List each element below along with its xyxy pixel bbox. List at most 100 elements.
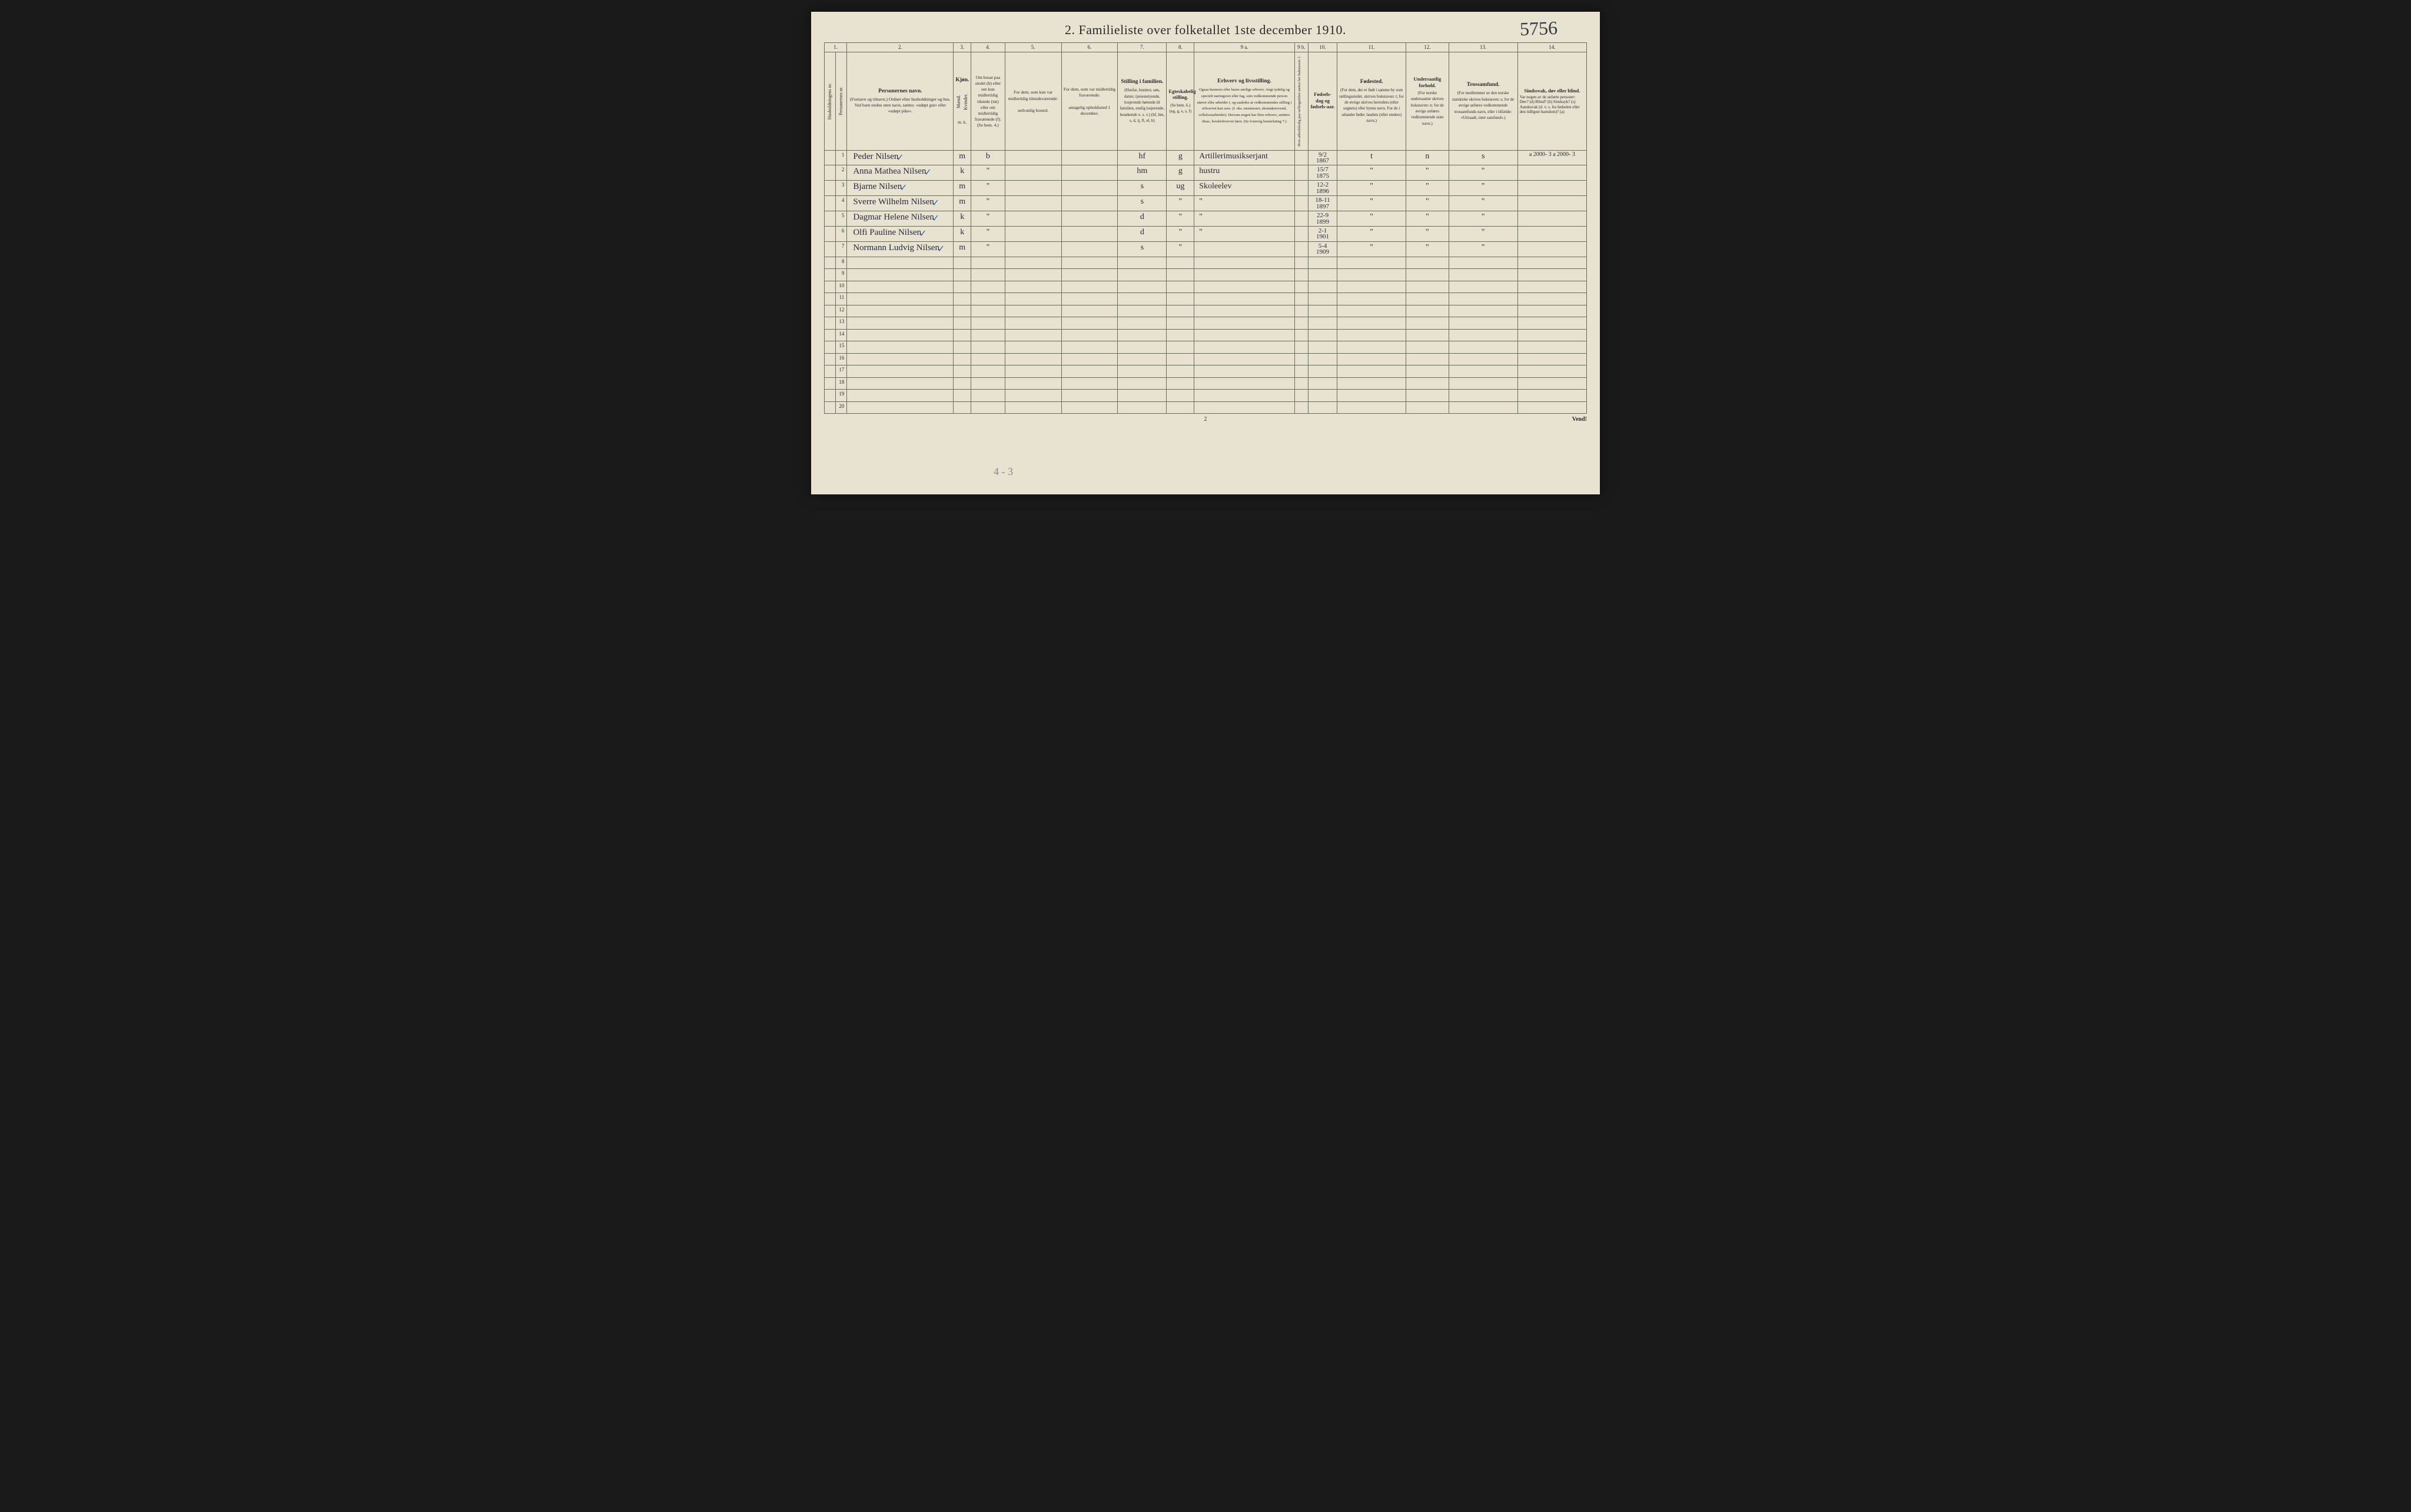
residence-cell [971,353,1005,365]
marital-cell: " [1167,196,1194,211]
sex-cell [954,341,971,354]
unemployed-cell [1294,269,1308,281]
colnum-13: 13. [1449,43,1517,52]
unemployed-cell [1294,196,1308,211]
person-nr-cell: 6 [836,226,847,241]
temp-absent-cell [1061,269,1118,281]
birthplace-cell [1337,401,1406,414]
residence-cell [971,341,1005,354]
birthdate-cell [1309,377,1337,390]
temp-present-cell [1005,150,1061,165]
unemployed-cell [1294,305,1308,317]
marital-cell [1167,317,1194,330]
temp-absent-cell [1061,353,1118,365]
handwritten-top-right: 5756 [1519,17,1557,40]
person-nr-cell: 10 [836,281,847,293]
name-cell: Normann Ludvig Nilsen✓ [847,241,954,257]
birthplace-cell [1337,257,1406,269]
temp-present-cell [1005,281,1061,293]
family-position-cell [1118,257,1167,269]
marital-cell: " [1167,241,1194,257]
unemployed-cell [1294,329,1308,341]
family-position-cell [1118,365,1167,378]
family-position-cell: hm [1118,165,1167,181]
birthdate-cell [1309,281,1337,293]
occupation-cell: " [1194,211,1294,227]
temp-absent-cell [1061,401,1118,414]
religion-cell: " [1449,211,1517,227]
name-cell [847,281,954,293]
occupation-cell [1194,293,1294,305]
sex-cell [954,329,971,341]
religion-cell [1449,257,1517,269]
checkmark-icon: ✓ [899,182,907,194]
footer-vend: Vend! [1572,416,1587,423]
temp-present-cell [1005,305,1061,317]
occupation-cell [1194,353,1294,365]
sex-cell [954,257,971,269]
unemployed-cell [1294,181,1308,196]
checkmark-icon: ✓ [937,243,945,255]
data-body: 1 Peder Nilsen✓ m b hf g Artillerimusiks… [825,150,1587,257]
birthplace-cell: " [1337,241,1406,257]
religion-cell [1449,377,1517,390]
religion-cell [1449,305,1517,317]
hdr-disability: Sindssvak, døv eller blind. Var nogen av… [1517,52,1586,150]
name-cell [847,305,954,317]
colnum-14: 14. [1517,43,1586,52]
name-cell: Dagmar Helene Nilsen✓ [847,211,954,227]
sex-cell: m [954,181,971,196]
family-position-cell: s [1118,196,1167,211]
household-nr-cell [825,341,836,354]
birthplace-cell [1337,353,1406,365]
temp-present-cell [1005,353,1061,365]
temp-present-cell [1005,257,1061,269]
page-title: 2. Familieliste over folketallet 1ste de… [1065,22,1346,38]
person-nr-cell: 17 [836,365,847,378]
citizenship-cell: " [1406,181,1449,196]
name-cell [847,293,954,305]
household-nr-cell [825,241,836,257]
religion-cell [1449,329,1517,341]
birthplace-cell: " [1337,181,1406,196]
temp-absent-cell [1061,181,1118,196]
disability-cell [1517,211,1586,227]
temp-present-cell [1005,390,1061,402]
disability-cell [1517,329,1586,341]
person-nr-cell: 16 [836,353,847,365]
temp-present-cell [1005,211,1061,227]
sex-cell [954,317,971,330]
colnum-12: 12. [1406,43,1449,52]
religion-cell [1449,365,1517,378]
birthplace-cell: t [1337,150,1406,165]
citizenship-cell: " [1406,241,1449,257]
unemployed-cell [1294,241,1308,257]
sex-cell: m [954,150,971,165]
temp-absent-cell [1061,226,1118,241]
birthplace-cell [1337,377,1406,390]
birthplace-cell [1337,281,1406,293]
disability-cell [1517,353,1586,365]
family-position-cell [1118,390,1167,402]
person-nr-cell: 2 [836,165,847,181]
birthplace-cell [1337,293,1406,305]
citizenship-cell [1406,317,1449,330]
hdr-sex: Kjøn. Mænd. Kvinder. m. k. [954,52,971,150]
birthdate-cell: 22-91899 [1309,211,1337,227]
temp-present-cell [1005,181,1061,196]
hdr-name: Personernes navn. (Fornavn og tilnavn.) … [847,52,954,150]
citizenship-cell [1406,365,1449,378]
temp-absent-cell [1061,150,1118,165]
residence-cell [971,281,1005,293]
citizenship-cell [1406,341,1449,354]
family-position-cell [1118,269,1167,281]
marital-cell: ug [1167,181,1194,196]
hdr-unemployed: Hvis arbeidsledig paa tællingstiden sætt… [1294,52,1308,150]
household-nr-cell [825,365,836,378]
temp-present-cell [1005,365,1061,378]
name-cell: Peder Nilsen✓ [847,150,954,165]
name-cell [847,317,954,330]
birthdate-cell: 15/71875 [1309,165,1337,181]
person-nr-cell: 1 [836,150,847,165]
hdr-citizenship: Undersaatlig forhold. (For norske unders… [1406,52,1449,150]
